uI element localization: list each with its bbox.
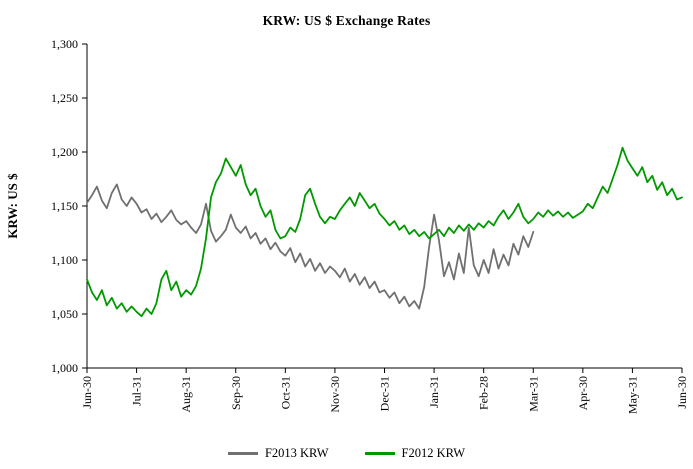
legend-item-f2013: F2013 KRW [227,446,329,461]
f2013-line-swatch [227,452,258,455]
x-tick-label: Feb-28 [477,376,491,410]
y-tick-label: 1,100 [51,253,78,267]
x-tick-label: Mar-31 [526,376,540,412]
y-tick-label: 1,000 [51,361,78,375]
x-tick-label: Jan-31 [427,376,441,408]
series-line-f2013-krw [86,183,535,310]
legend-label-f2012: F2012 KRW [401,446,466,460]
plot-area: 1,000 1,050 1,100 1,150 1,200 1,250 1,300 Jun-3… [5,37,689,414]
legend-label-f2013: F2013 KRW [264,446,329,460]
y-tick-label: 1,150 [51,199,78,213]
x-tick-label: Dec-31 [378,376,392,411]
y-tick-label: 1,300 [51,37,78,51]
f2012-line-swatch [364,452,395,455]
chart-title: KRW: US $ Exchange Rates [262,13,431,28]
y-tick-label: 1,200 [51,145,78,159]
y-tick-label: 1,050 [51,307,78,321]
x-tick-label: Sep-30 [229,376,243,410]
x-tick-label: Apr-30 [576,376,590,410]
legend-item-f2012: F2012 KRW [364,446,466,461]
x-tick-label: Aug-31 [179,376,193,413]
y-axis-title: KRW: US $ [5,173,20,239]
legend: F2013 KRW F2012 KRW [0,446,693,461]
x-tick-label: Jul-31 [130,376,144,406]
x-tick-label: May-31 [625,376,639,414]
x-tick-label: Oct-31 [278,376,292,409]
x-tick-label: Jun-30 [675,376,689,409]
x-tick-label: Nov-30 [328,376,342,413]
series-line-f2012-krw [86,146,683,318]
x-tick-label: Jun-30 [80,376,94,409]
y-tick-label: 1,250 [51,91,78,105]
